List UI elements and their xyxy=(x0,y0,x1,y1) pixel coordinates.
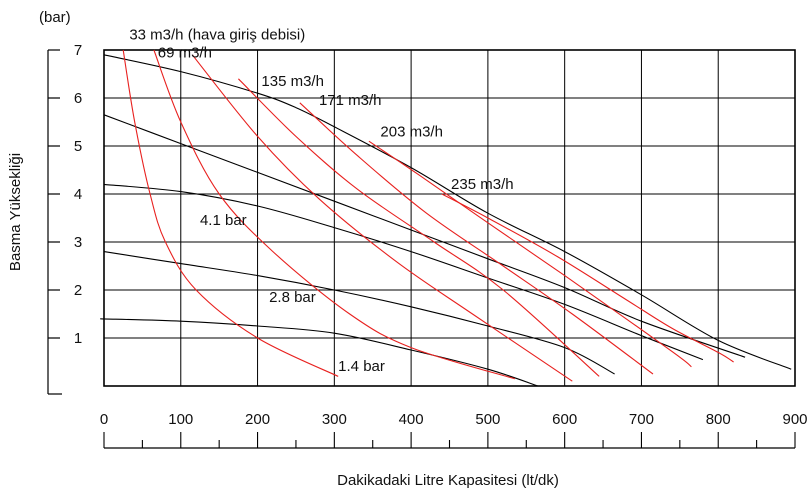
y-tick-label-4: 4 xyxy=(74,186,82,203)
x-tick-label-400: 400 xyxy=(399,411,424,428)
x-tick-label-0: 0 xyxy=(100,411,108,428)
air-flow-label-6: 235 m3/h xyxy=(451,176,514,193)
air-flow-label-1: 33 m3/h (hava giriş debisi) xyxy=(129,26,305,43)
y-tick-label-5: 5 xyxy=(74,138,82,155)
air-flow-curve-4 xyxy=(238,78,600,377)
air-flow-curve-5 xyxy=(299,102,654,375)
air-flow-curve-1 xyxy=(122,49,339,377)
y-tick-label-7: 7 xyxy=(74,42,82,59)
x-tick-label-100: 100 xyxy=(168,411,193,428)
pressure-curve-2 xyxy=(103,114,746,358)
x-axis-title: Dakikadaki Litre Kapasitesi (lt/dk) xyxy=(337,472,559,489)
y-tick-label-6: 6 xyxy=(74,90,82,107)
chart-labels: 33 m3/h (hava giriş debisi) 69 m3/h 135 m3… xyxy=(129,26,513,375)
air-flow-label-3: 135 m3/h xyxy=(261,73,324,90)
y-tick-label-1: 1 xyxy=(74,330,82,347)
pressure-curve-1 xyxy=(103,54,792,370)
y-unit-label: (bar) xyxy=(39,9,71,26)
chart-axes: 1 2 3 4 5 6 7 0 100 200 300 400 500 600 700 800 900 xyxy=(47,42,808,449)
x-tick-label-500: 500 xyxy=(475,411,500,428)
air-flow-label-2: 69 m3/h xyxy=(158,45,212,62)
air-flow-label-5: 203 m3/h xyxy=(380,123,443,140)
air-flow-curves xyxy=(122,49,734,382)
pressure-label-3: 1.4 bar xyxy=(338,358,385,375)
air-flow-curve-3 xyxy=(191,54,573,382)
pressure-curves xyxy=(100,54,792,387)
x-tick-label-900: 900 xyxy=(782,411,807,428)
x-tick-label-600: 600 xyxy=(552,411,577,428)
air-flow-curve-2 xyxy=(153,49,515,380)
x-tick-label-300: 300 xyxy=(322,411,347,428)
y-tick-label-3: 3 xyxy=(74,234,82,251)
pressure-label-2: 2.8 bar xyxy=(269,289,316,306)
air-flow-label-4: 171 m3/h xyxy=(319,92,382,109)
pressure-curve-3 xyxy=(103,183,704,361)
air-flow-curve-6 xyxy=(368,140,692,368)
pressure-label-1: 4.1 bar xyxy=(200,212,247,229)
x-tick-label-800: 800 xyxy=(706,411,731,428)
y-tick-label-2: 2 xyxy=(74,282,82,299)
x-tick-label-200: 200 xyxy=(245,411,270,428)
x-tick-label-700: 700 xyxy=(629,411,654,428)
air-flow-curve-7 xyxy=(441,193,734,363)
pressure-curve-4 xyxy=(103,251,615,375)
y-axis-title: Basma Yüksekliği xyxy=(7,153,24,271)
pressure-curve-5 xyxy=(100,318,538,387)
plot-frame xyxy=(103,49,796,387)
